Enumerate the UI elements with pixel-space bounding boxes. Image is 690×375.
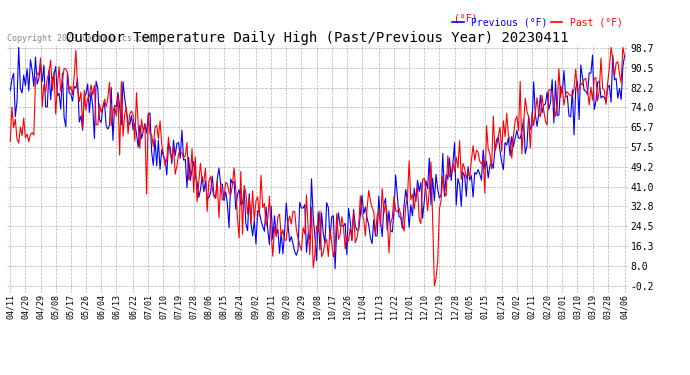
Legend: Previous (°F), Past (°F): Previous (°F), Past (°F) — [452, 18, 623, 28]
Title: Outdoor Temperature Daily High (Past/Previous Year) 20230411: Outdoor Temperature Daily High (Past/Pre… — [66, 31, 569, 45]
Text: Copyright 2023 Cartronics.com: Copyright 2023 Cartronics.com — [7, 33, 152, 42]
Text: (°F): (°F) — [454, 14, 477, 24]
